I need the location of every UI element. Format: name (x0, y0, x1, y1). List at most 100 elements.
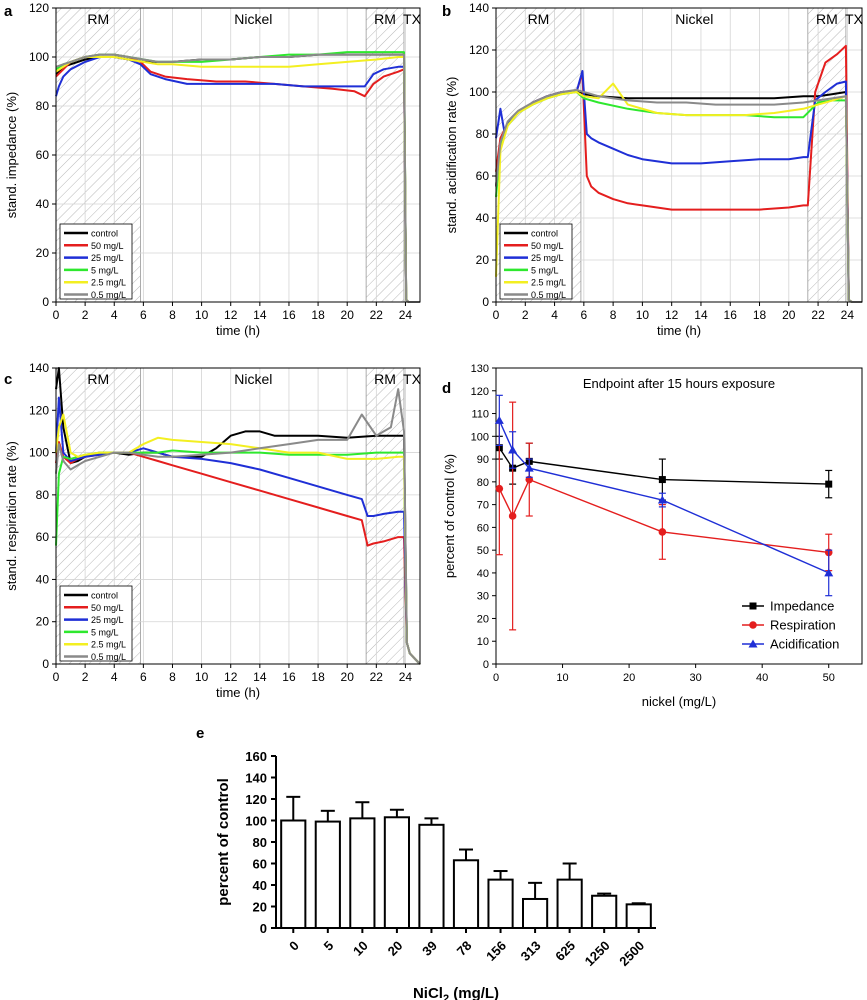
phase-label: TX (845, 11, 864, 27)
plot-frame (55, 7, 421, 303)
y-tick-label: 110 (471, 409, 489, 421)
legend-label: control (91, 229, 118, 239)
legend-label: 2.5 mg/L (91, 278, 126, 288)
y-tick-label: 130 (471, 363, 489, 375)
y-tick-label: 20 (36, 246, 50, 260)
legend-box (59, 585, 133, 662)
legend-label: 5 mg/L (531, 265, 559, 275)
chart-title: Endpoint after 15 hours exposure (583, 376, 775, 391)
y-tick-label: 70 (477, 500, 489, 512)
legend-label: 5 mg/L (91, 627, 119, 637)
bar-10 (349, 817, 376, 929)
x-tick-label: 4 (551, 308, 558, 322)
x-tick-label: 78 (454, 938, 475, 959)
y-tick-label: 140 (29, 361, 49, 375)
x-tick-label: 20 (385, 938, 406, 959)
series-line-25-mg-l (55, 396, 421, 665)
x-tick-label: 24 (841, 308, 855, 322)
y-tick-label: 160 (245, 749, 267, 764)
y-tick-label: 100 (29, 446, 49, 460)
bar-39 (418, 823, 445, 929)
chart-panel-e: 0 20 40 60 80 100 120 140 160 0 5 10 20 39 78 156 313 625… (196, 725, 656, 1000)
bar-156 (487, 878, 514, 929)
series-line-control (55, 367, 421, 665)
phase-label: RM (816, 11, 838, 27)
y-tick-label: 90 (477, 454, 489, 466)
x-tick-label: 16 (282, 670, 296, 684)
y-tick-label: 80 (476, 127, 490, 141)
series-line-0-5-mg-l (55, 388, 421, 665)
x-tick-label: 10 (195, 308, 209, 322)
chart-panel-a: 0 2 4 6 8 10 12 14 16 18 20 22 24020406080100120time… (4, 1, 422, 338)
y-axis-label: stand. acidification rate (%) (444, 77, 459, 234)
legend-label: Respiration (770, 618, 836, 633)
y-tick-label: 120 (469, 43, 489, 57)
x-axis-label: NiCl2 (mg/L) (413, 985, 499, 1000)
x-tick-label: 2500 (616, 938, 647, 969)
y-tick-label: 0 (483, 659, 489, 671)
y-tick-label: 80 (253, 835, 267, 850)
x-tick-label: 313 (518, 938, 544, 964)
x-tick-label: 2 (522, 308, 529, 322)
phase-label: RM (528, 11, 550, 27)
phase-label: RM (87, 11, 109, 27)
data-point-triangle (824, 568, 834, 577)
x-tick-label: 6 (580, 308, 587, 322)
panel-letter: c (4, 371, 12, 388)
x-tick-label: 16 (724, 308, 738, 322)
series-line-respiration (498, 478, 829, 554)
y-tick-label: 10 (477, 636, 489, 648)
x-axis-label: time (h) (216, 685, 260, 700)
x-tick-label: 16 (282, 308, 296, 322)
series-line-acidification (498, 420, 829, 574)
phase-label: TX (403, 11, 422, 27)
x-tick-label: 2 (82, 670, 89, 684)
x-tick-label: 8 (169, 308, 176, 322)
x-tick-label: 2 (82, 308, 89, 322)
y-tick-label: 0 (42, 295, 49, 309)
plot-frame (55, 367, 421, 665)
bar-78 (452, 859, 480, 930)
x-tick-label: 50 (823, 672, 835, 684)
data-point-square (658, 476, 666, 484)
x-tick-label: 0 (286, 938, 302, 954)
x-axis-label: time (h) (657, 323, 701, 338)
y-axis-label: stand. respiration rate (%) (4, 441, 19, 591)
x-tick-label: 12 (224, 308, 238, 322)
x-axis-label: time (h) (216, 323, 260, 338)
legend-label: 2.5 mg/L (91, 640, 126, 650)
y-axis-label: percent of control (%) (442, 454, 457, 578)
series-line-25-mg-l (55, 56, 420, 303)
y-tick-label: 100 (245, 814, 267, 829)
y-tick-label: 120 (245, 792, 267, 807)
y-tick-label: 20 (36, 615, 50, 629)
x-tick-label: 4 (111, 670, 118, 684)
y-tick-label: 80 (36, 99, 50, 113)
phase-label: RM (374, 11, 396, 27)
x-tick-label: 4 (111, 308, 118, 322)
bar-2500 (625, 903, 652, 929)
x-tick-label: 18 (753, 308, 767, 322)
data-point-triangle (524, 463, 534, 472)
phase-label: Nickel (234, 11, 272, 27)
legend-marker (749, 621, 757, 629)
y-tick-label: 20 (253, 900, 267, 915)
y-tick-label: 40 (476, 211, 490, 225)
y-tick-label: 40 (36, 572, 50, 586)
x-tick-label: 8 (169, 670, 176, 684)
y-tick-label: 60 (253, 857, 267, 872)
x-tick-label: 40 (756, 672, 768, 684)
x-tick-label: 10 (556, 672, 568, 684)
bar-5 (314, 820, 341, 930)
x-tick-label: 0 (493, 672, 499, 684)
y-tick-label: 140 (469, 1, 489, 15)
panel-letter: e (196, 725, 204, 742)
x-tick-label: 24 (399, 670, 413, 684)
phase-label: RM (87, 371, 109, 387)
bar-313 (522, 897, 549, 929)
legend-label: 50 mg/L (91, 603, 124, 613)
x-axis-label: nickel (mg/L) (642, 694, 716, 709)
y-tick-label: 80 (477, 477, 489, 489)
x-axis-label-subscript: 2 (443, 993, 449, 1000)
